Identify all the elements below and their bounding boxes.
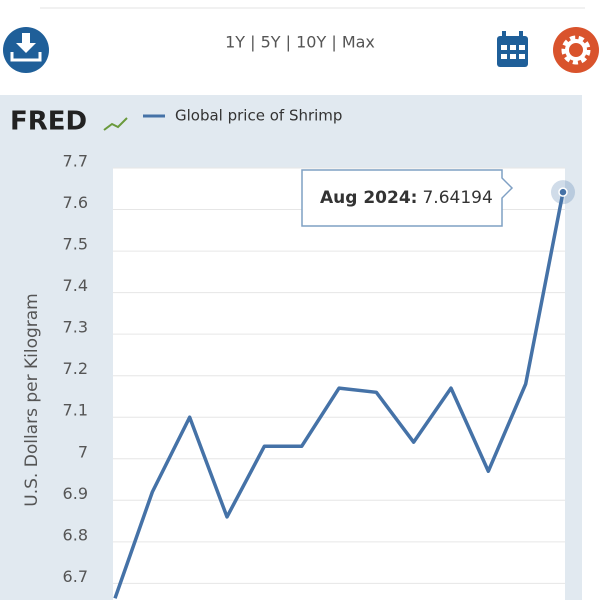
plot-area (113, 168, 565, 600)
tooltip-value: 7.64194 (422, 188, 492, 208)
tooltip-box (301, 169, 514, 227)
y-tick-label: 7.1 (63, 401, 88, 420)
range-selector[interactable]: 1Y | 5Y | 10Y | Max (225, 33, 375, 52)
fred-logo: FRED (10, 107, 87, 137)
download-button[interactable] (3, 27, 49, 73)
y-tick-label: 7.3 (63, 318, 88, 337)
tooltip-text: Aug 2024: 7.64194 (320, 188, 493, 208)
y-tick-label: 6.7 (63, 567, 88, 586)
y-tick-label: 6.9 (63, 484, 88, 503)
hover-point (558, 187, 568, 197)
calendar-button[interactable] (497, 31, 528, 67)
grid (113, 167, 565, 584)
y-axis-label: U.S. Dollars per Kilogram (22, 293, 42, 506)
settings-button[interactable] (553, 27, 599, 73)
series-line (113, 191, 565, 599)
y-tick-label: 7.5 (63, 235, 88, 254)
tooltip-date: Aug 2024: (320, 188, 417, 208)
y-tick-label: 7 (78, 442, 88, 461)
legend-label: Global price of Shrimp (175, 107, 342, 125)
logo-graph (103, 117, 128, 131)
y-tick-label: 6.8 (63, 525, 88, 544)
marks (113, 180, 575, 599)
y-tick-label: 7.4 (63, 276, 88, 295)
y-tick-label: 7.6 (63, 193, 88, 212)
y-tick-label: 7.7 (63, 152, 88, 171)
tooltip: Aug 2024: 7.64194 (301, 169, 514, 227)
y-tick-label: 7.2 (63, 359, 88, 378)
